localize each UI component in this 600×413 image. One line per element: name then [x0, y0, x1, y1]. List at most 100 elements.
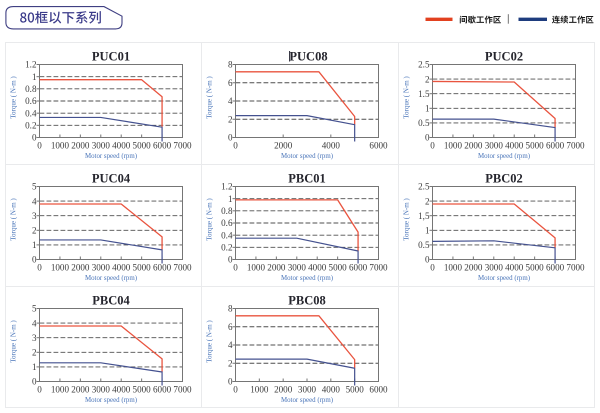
svg-text:4000: 4000	[505, 141, 524, 151]
svg-text:5: 5	[32, 304, 37, 314]
svg-text:5000: 5000	[133, 385, 152, 395]
svg-text:PUC02: PUC02	[485, 50, 523, 64]
svg-text:7000: 7000	[173, 385, 192, 395]
svg-text:4000: 4000	[112, 263, 131, 273]
svg-text:0.6: 0.6	[221, 218, 233, 228]
svg-text:0: 0	[430, 263, 435, 273]
svg-text:4000: 4000	[505, 263, 524, 273]
svg-text:Torque ( N-m ): Torque ( N-m )	[403, 76, 411, 119]
svg-text:Torque ( N-m ): Torque ( N-m )	[403, 198, 411, 241]
svg-text:5000: 5000	[526, 141, 545, 151]
svg-text:0.6: 0.6	[25, 96, 37, 106]
svg-text:PBC04: PBC04	[92, 294, 130, 308]
svg-text:4000: 4000	[308, 263, 327, 273]
svg-text:Motor speed (rpm): Motor speed (rpm)	[281, 397, 333, 404]
svg-text:5000: 5000	[526, 263, 545, 273]
svg-text:4: 4	[32, 196, 37, 206]
svg-text:0.8: 0.8	[25, 84, 37, 94]
svg-text:5000: 5000	[133, 263, 152, 273]
svg-text:PBC02: PBC02	[485, 172, 523, 186]
svg-text:3000: 3000	[92, 263, 111, 273]
svg-text:6000: 6000	[546, 141, 565, 151]
svg-text:3000: 3000	[485, 263, 504, 273]
svg-text:Motor speed (rpm): Motor speed (rpm)	[281, 275, 333, 282]
svg-text:0.2: 0.2	[25, 121, 37, 131]
svg-text:1,5: 1,5	[418, 211, 430, 221]
svg-text:0: 0	[32, 377, 37, 387]
svg-text:2: 2	[425, 74, 430, 84]
svg-text:2: 2	[228, 114, 233, 124]
svg-text:0: 0	[32, 255, 37, 265]
svg-text:1000: 1000	[51, 263, 70, 273]
svg-text:PUC08: PUC08	[289, 50, 327, 64]
svg-text:Torque ( N-m ): Torque ( N-m )	[10, 76, 18, 119]
svg-text:7000: 7000	[566, 263, 585, 273]
svg-text:6000: 6000	[153, 385, 172, 395]
svg-text:6: 6	[228, 322, 233, 332]
svg-text:Motor speed (rpm): Motor speed (rpm)	[85, 275, 137, 282]
svg-text:4: 4	[32, 318, 37, 328]
svg-text:5000: 5000	[329, 263, 348, 273]
svg-text:3000: 3000	[298, 385, 317, 395]
svg-text:2000: 2000	[274, 141, 293, 151]
svg-text:1.2: 1.2	[25, 60, 37, 70]
svg-text:0: 0	[37, 263, 42, 273]
svg-text:1000: 1000	[51, 385, 70, 395]
svg-text:0: 0	[37, 141, 42, 151]
svg-text:Motor speed (rpm): Motor speed (rpm)	[478, 275, 530, 282]
svg-text:2000: 2000	[464, 263, 483, 273]
svg-text:5000: 5000	[346, 385, 365, 395]
svg-text:0: 0	[32, 133, 37, 143]
svg-text:2000: 2000	[71, 263, 90, 273]
svg-text:6: 6	[228, 78, 233, 88]
svg-text:2.5: 2.5	[418, 60, 430, 70]
svg-text:1000: 1000	[444, 263, 463, 273]
svg-text:6000: 6000	[369, 141, 388, 151]
svg-text:0: 0	[430, 141, 435, 151]
svg-text:Torque ( N-m ): Torque ( N-m )	[10, 198, 18, 241]
svg-text:1: 1	[32, 362, 37, 372]
svg-text:Motor speed (rpm): Motor speed (rpm)	[478, 153, 530, 160]
svg-text:4000: 4000	[112, 141, 131, 151]
svg-text:6000: 6000	[349, 263, 368, 273]
svg-text:3: 3	[32, 211, 37, 221]
svg-text:1000: 1000	[250, 385, 269, 395]
svg-text:2000: 2000	[267, 263, 286, 273]
svg-text:1: 1	[32, 240, 37, 250]
svg-text:PUC01: PUC01	[92, 50, 130, 64]
svg-text:3000: 3000	[485, 141, 504, 151]
svg-text:3000: 3000	[92, 141, 111, 151]
svg-text:PUC04: PUC04	[92, 172, 131, 186]
svg-text:Torque ( N-m ): Torque ( N-m )	[10, 320, 18, 363]
svg-text:Motor speed (rpm): Motor speed (rpm)	[85, 397, 137, 404]
svg-text:0.4: 0.4	[221, 230, 233, 240]
svg-text:1.2: 1.2	[221, 182, 233, 192]
svg-text:1.5: 1.5	[418, 89, 430, 99]
svg-text:4: 4	[228, 96, 233, 106]
svg-text:2.5: 2.5	[418, 182, 430, 192]
svg-text:1000: 1000	[247, 263, 266, 273]
svg-text:0.5: 0.5	[418, 118, 430, 128]
svg-text:2000: 2000	[464, 141, 483, 151]
svg-text:0: 0	[233, 141, 238, 151]
svg-text:3000: 3000	[288, 263, 307, 273]
svg-text:1: 1	[425, 226, 430, 236]
svg-text:PBC08: PBC08	[288, 294, 326, 308]
svg-text:2: 2	[425, 196, 430, 206]
svg-text:6000: 6000	[369, 385, 388, 395]
svg-text:5000: 5000	[133, 141, 152, 151]
svg-text:6000: 6000	[153, 263, 172, 273]
svg-text:2000: 2000	[71, 141, 90, 151]
svg-text:0: 0	[228, 133, 233, 143]
svg-text:Torque ( N-m ): Torque ( N-m )	[206, 76, 214, 119]
svg-text:8: 8	[228, 304, 233, 314]
svg-text:PBC01: PBC01	[288, 172, 326, 186]
svg-text:2000: 2000	[274, 385, 293, 395]
svg-text:2: 2	[32, 226, 37, 236]
svg-text:0: 0	[425, 255, 430, 265]
svg-text:0: 0	[233, 263, 238, 273]
svg-text:1000: 1000	[444, 141, 463, 151]
svg-text:6000: 6000	[546, 263, 565, 273]
svg-text:0: 0	[228, 377, 233, 387]
svg-text:4000: 4000	[322, 141, 341, 151]
